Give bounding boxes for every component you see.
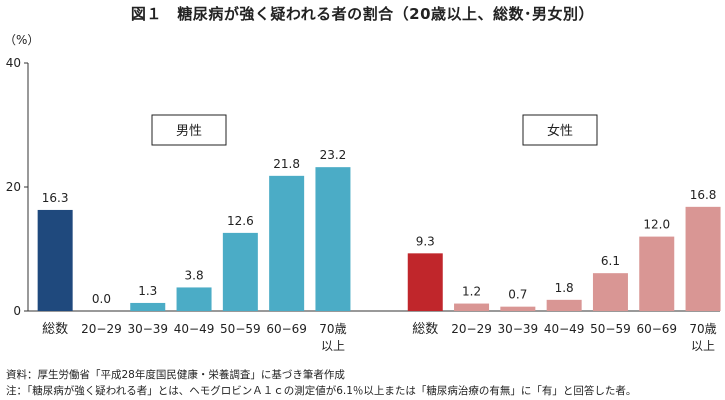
group-label-box: [151, 114, 227, 146]
x-tick-label: 30−39: [498, 322, 539, 336]
group-label-box: [522, 114, 598, 146]
x-tick-label: 50−59: [220, 322, 261, 336]
data-label: 23.2: [320, 148, 347, 162]
y-tick-label: 20: [6, 180, 21, 194]
data-label: 0.0: [92, 292, 111, 306]
group-label: 男性: [176, 124, 202, 139]
x-tick-label: 30−39: [127, 322, 168, 336]
x-tick-label: 60−69: [636, 322, 677, 336]
x-tick-label: 50−59: [590, 322, 631, 336]
x-tick-label: 70歳: [319, 322, 346, 336]
data-label: 9.3: [416, 234, 435, 248]
chart-title: 図１ 糖尿病が強く疑われる者の割合（20歳以上、総数･男女別）: [130, 5, 595, 23]
y-axis-label: （%）: [4, 33, 39, 47]
data-label: 0.7: [508, 288, 527, 302]
x-tick-label: 60−69: [266, 322, 307, 336]
x-tick-label: 以上: [321, 339, 345, 353]
bar: [500, 306, 536, 311]
data-label: 21.8: [273, 157, 300, 171]
data-label: 3.8: [185, 268, 204, 282]
x-tick-label: 総数: [412, 322, 438, 337]
y-tick-label: 0: [13, 304, 21, 318]
y-tick-label: 40: [6, 56, 21, 70]
bar: [269, 175, 305, 311]
data-label: 6.1: [601, 254, 620, 268]
data-label: 1.2: [462, 285, 481, 299]
data-label: 12.6: [227, 214, 254, 228]
data-label: 16.8: [690, 188, 717, 202]
x-tick-label: 20−29: [81, 322, 122, 336]
bar: [685, 206, 721, 311]
footnote: 注：「糖尿病が強く疑われる者」とは、ヘモグロビンＡ１ｃの測定値が6.1％以上また…: [6, 385, 637, 397]
x-tick-label: 20−29: [451, 322, 492, 336]
data-label: 1.3: [138, 284, 157, 298]
x-tick-label: 40−49: [544, 322, 585, 336]
x-tick-label: 40−49: [174, 322, 215, 336]
bar: [592, 273, 628, 311]
group-label: 女性: [547, 123, 573, 139]
bar: [315, 167, 351, 311]
data-label: 16.3: [42, 191, 69, 205]
data-label: 1.8: [555, 281, 574, 295]
bar: [454, 303, 490, 311]
bar: [639, 236, 675, 311]
bar: [222, 232, 258, 311]
x-tick-label: 以上: [691, 339, 715, 353]
bar: [407, 253, 443, 311]
bar: [176, 287, 212, 311]
bar: [130, 302, 166, 311]
data-label: 12.0: [643, 218, 670, 232]
bar: [37, 209, 73, 311]
source-note: 資料：厚生労働省「平成28年度国民健康・栄養調査」に基づき筆者作成: [6, 369, 345, 381]
x-tick-label: 総数: [42, 322, 68, 337]
bar: [546, 299, 582, 311]
x-tick-label: 70歳: [689, 322, 716, 336]
